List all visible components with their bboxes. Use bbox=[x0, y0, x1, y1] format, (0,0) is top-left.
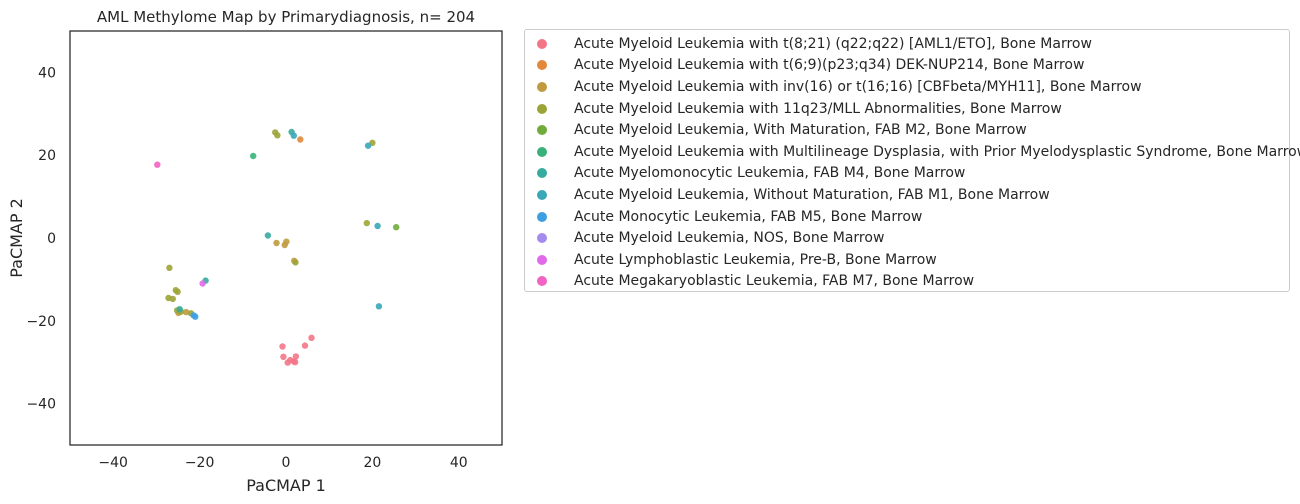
data-point bbox=[375, 303, 383, 310]
legend-item: Acute Myeloid Leukemia, With Maturation,… bbox=[525, 119, 1289, 141]
y-tick-label: −40 bbox=[26, 397, 56, 413]
data-point bbox=[363, 219, 370, 227]
data-point bbox=[364, 142, 372, 149]
legend-label: Acute Monocytic Leukemia, FAB M5, Bone M… bbox=[574, 208, 923, 225]
data-point bbox=[290, 132, 297, 139]
legend-marker-icon bbox=[537, 125, 547, 136]
data-point bbox=[374, 222, 381, 230]
legend-marker-icon bbox=[537, 81, 547, 92]
data-point bbox=[279, 343, 286, 350]
points-layer bbox=[154, 128, 400, 366]
data-point bbox=[280, 353, 287, 360]
legend-marker-icon bbox=[537, 211, 547, 222]
legend-marker-icon bbox=[537, 60, 547, 71]
plot-frame bbox=[69, 30, 503, 446]
legend-label: Acute Myeloid Leukemia, Without Maturati… bbox=[574, 186, 1050, 203]
y-axis-ticks: −40 −20 0 20 40 bbox=[26, 65, 56, 412]
legend-item: Acute Myeloid Leukemia, Without Maturati… bbox=[525, 184, 1289, 206]
data-point bbox=[166, 264, 173, 271]
legend-marker-icon bbox=[537, 146, 547, 157]
legend-label: Acute Myeloid Leukemia with 11q23/MLL Ab… bbox=[574, 100, 1062, 117]
data-point bbox=[154, 161, 161, 168]
legend-marker-icon bbox=[537, 189, 547, 200]
legend-marker-icon bbox=[537, 233, 547, 244]
y-tick-label: 40 bbox=[38, 65, 56, 81]
data-point bbox=[192, 313, 199, 320]
legend: Acute Myeloid Leukemia with t(8;21) (q22… bbox=[524, 29, 1300, 293]
legend-item: Acute Myelomonocytic Leukemia, FAB M4, B… bbox=[525, 163, 1289, 185]
x-axis-ticks: −40 −20 0 20 40 bbox=[98, 455, 467, 471]
data-point bbox=[169, 295, 176, 303]
data-point bbox=[292, 259, 299, 266]
data-point bbox=[250, 152, 257, 160]
legend-label: Acute Myelomonocytic Leukemia, FAB M4, B… bbox=[574, 165, 966, 182]
legend-label: Acute Myeloid Leukemia, NOS, Bone Marrow bbox=[574, 230, 885, 247]
x-axis-label: PaCMAP 1 bbox=[246, 476, 326, 495]
legend-label: Acute Lymphoblastic Leukemia, Pre-B, Bon… bbox=[574, 251, 937, 268]
legend-item: Acute Myeloid Leukemia with t(8;21) (q22… bbox=[525, 33, 1289, 55]
y-axis-label: PaCMAP 2 bbox=[7, 198, 26, 278]
legend-item: Acute Myeloid Leukemia with t(6;9)(p23;q… bbox=[525, 55, 1289, 77]
legend-item: Acute Lymphoblastic Leukemia, Pre-B, Bon… bbox=[525, 249, 1289, 271]
data-point bbox=[291, 359, 299, 366]
y-tick-label: 0 bbox=[47, 231, 56, 247]
legend-marker-icon bbox=[537, 276, 547, 287]
legend-item: Acute Monocytic Leukemia, FAB M5, Bone M… bbox=[525, 206, 1289, 228]
legend-item: Acute Myeloid Leukemia with inv(16) or t… bbox=[525, 76, 1289, 98]
legend-item: Acute Myeloid Leukemia, NOS, Bone Marrow bbox=[525, 227, 1289, 249]
data-point bbox=[308, 334, 315, 341]
legend-label: Acute Myeloid Leukemia with t(6;9)(p23;q… bbox=[574, 57, 1085, 74]
data-point bbox=[297, 136, 304, 143]
legend-label: Acute Myeloid Leukemia with t(8;21) (q22… bbox=[574, 35, 1092, 52]
data-point bbox=[174, 288, 181, 295]
legend-marker-icon bbox=[537, 168, 547, 179]
x-tick-label: 20 bbox=[363, 455, 381, 471]
data-point bbox=[183, 308, 190, 316]
legend-item: Acute Megakaryoblastic Leukemia, FAB M7,… bbox=[525, 271, 1289, 293]
x-tick-label: −40 bbox=[98, 455, 128, 471]
legend-item: Acute Myeloid Leukemia with Multilineage… bbox=[525, 141, 1300, 163]
legend-marker-icon bbox=[537, 254, 547, 265]
legend-label: Acute Megakaryoblastic Leukemia, FAB M7,… bbox=[574, 273, 975, 290]
legend-marker-icon bbox=[537, 103, 547, 114]
data-point bbox=[273, 239, 280, 247]
chart-title: AML Methylome Map by Primarydiagnosis, n… bbox=[97, 8, 475, 26]
y-tick-label: −20 bbox=[26, 314, 56, 330]
data-point bbox=[283, 238, 290, 245]
legend-marker-icon bbox=[537, 38, 547, 49]
legend-label: Acute Myeloid Leukemia with inv(16) or t… bbox=[574, 78, 1142, 95]
x-tick-label: −20 bbox=[185, 455, 215, 471]
x-tick-label: 0 bbox=[282, 455, 291, 471]
data-point bbox=[393, 224, 400, 231]
legend-item: Acute Myeloid Leukemia with 11q23/MLL Ab… bbox=[525, 98, 1289, 120]
data-point bbox=[264, 232, 272, 239]
x-tick-label: 40 bbox=[450, 455, 468, 471]
legend-label: Acute Myeloid Leukemia with Multilineage… bbox=[574, 143, 1300, 160]
data-point bbox=[176, 306, 183, 313]
y-tick-label: 20 bbox=[38, 148, 56, 164]
data-point bbox=[292, 353, 300, 360]
data-point bbox=[274, 132, 281, 139]
legend-label: Acute Myeloid Leukemia, With Maturation,… bbox=[574, 122, 1027, 139]
data-point bbox=[301, 342, 309, 349]
data-point bbox=[199, 280, 206, 287]
